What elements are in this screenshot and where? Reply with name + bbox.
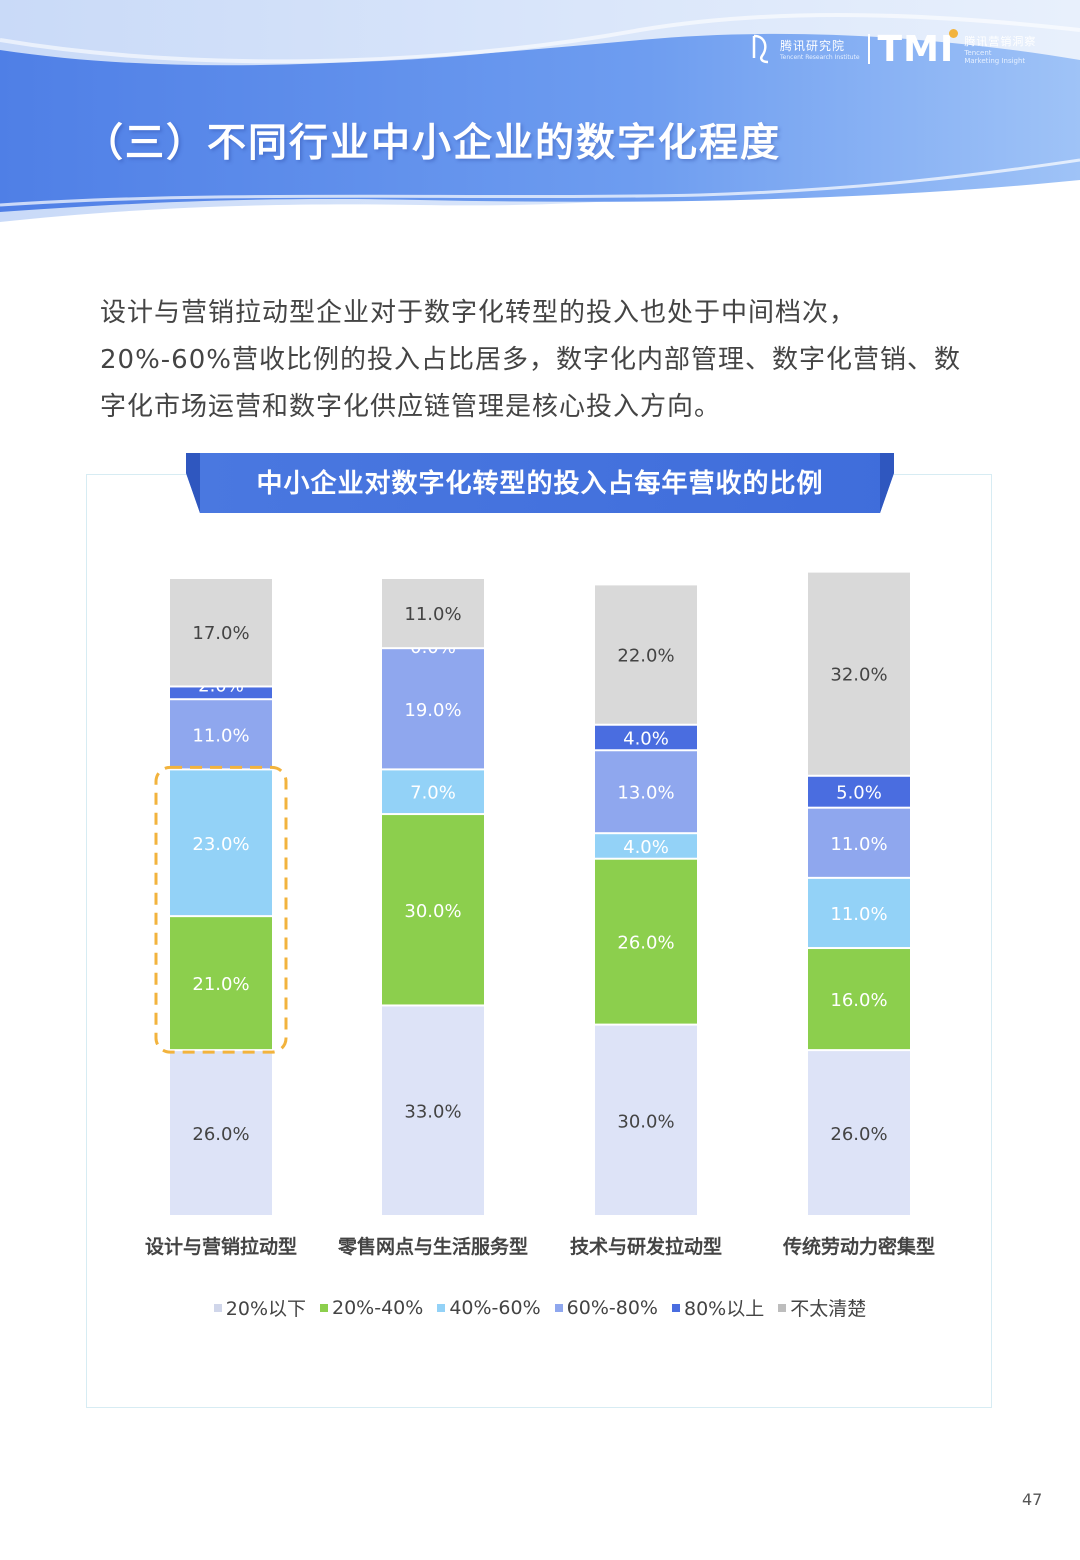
legend-swatch bbox=[671, 1303, 680, 1312]
chart-title-banner bbox=[186, 453, 894, 513]
legend-label: 80%以上 bbox=[683, 1298, 765, 1320]
legend-label: 60%-80% bbox=[566, 1296, 658, 1319]
brand2-en-line1: Tencent bbox=[964, 49, 992, 57]
legend-swatch bbox=[213, 1303, 222, 1312]
chart-frame bbox=[86, 474, 992, 1408]
legend-item: 80%以上 bbox=[671, 1294, 765, 1321]
legend-item: 不太清楚 bbox=[778, 1294, 866, 1321]
chart-title: 中小企业对数字化转型的投入占每年营收的比例 bbox=[256, 469, 824, 499]
legend-swatch bbox=[554, 1303, 563, 1312]
page-number: 47 bbox=[1022, 1490, 1043, 1509]
legend-item: 60%-80% bbox=[554, 1294, 658, 1321]
tmi-dot-icon bbox=[949, 28, 959, 38]
section-title: （三）不同行业中小企业的数字化程度 bbox=[84, 121, 782, 166]
legend-swatch bbox=[320, 1303, 328, 1312]
brand1-en: Tencent Research Institute bbox=[780, 54, 860, 61]
tmi-logo-text: TMI bbox=[878, 28, 959, 70]
brand1-cn: 腾讯研究院 bbox=[780, 39, 846, 53]
legend-swatch bbox=[778, 1303, 787, 1312]
legend-label: 20%以下 bbox=[225, 1298, 306, 1320]
brand2-cn: 腾讯营销洞察 bbox=[964, 35, 1037, 48]
header-wave-background bbox=[0, 0, 1080, 240]
legend-item: 40%-60% bbox=[437, 1294, 541, 1321]
chart-legend: 20%以下 20%-40% 40%-60% 60%-80% 80%以上 不太清楚 bbox=[0, 1294, 1080, 1321]
legend-item: 20%-40% bbox=[320, 1294, 423, 1321]
logo-separator bbox=[867, 34, 870, 64]
tencent-research-logo-icon bbox=[752, 34, 769, 64]
intro-paragraph: 设计与营销拉动型企业对于数字化转型的投入也处于中间档次，20%-60%营收比例的… bbox=[100, 298, 961, 422]
legend-label: 40%-60% bbox=[449, 1296, 541, 1319]
tencent-logo: 腾讯研究院 Tencent Research Institute TMI 腾讯营… bbox=[750, 24, 1036, 74]
brand2-en-line2: Marketing Insight bbox=[964, 57, 1026, 65]
legend-item: 20%以下 bbox=[213, 1294, 306, 1321]
legend-swatch bbox=[437, 1303, 446, 1312]
legend-label: 20%-40% bbox=[332, 1296, 424, 1319]
legend-label: 不太清楚 bbox=[790, 1298, 867, 1320]
